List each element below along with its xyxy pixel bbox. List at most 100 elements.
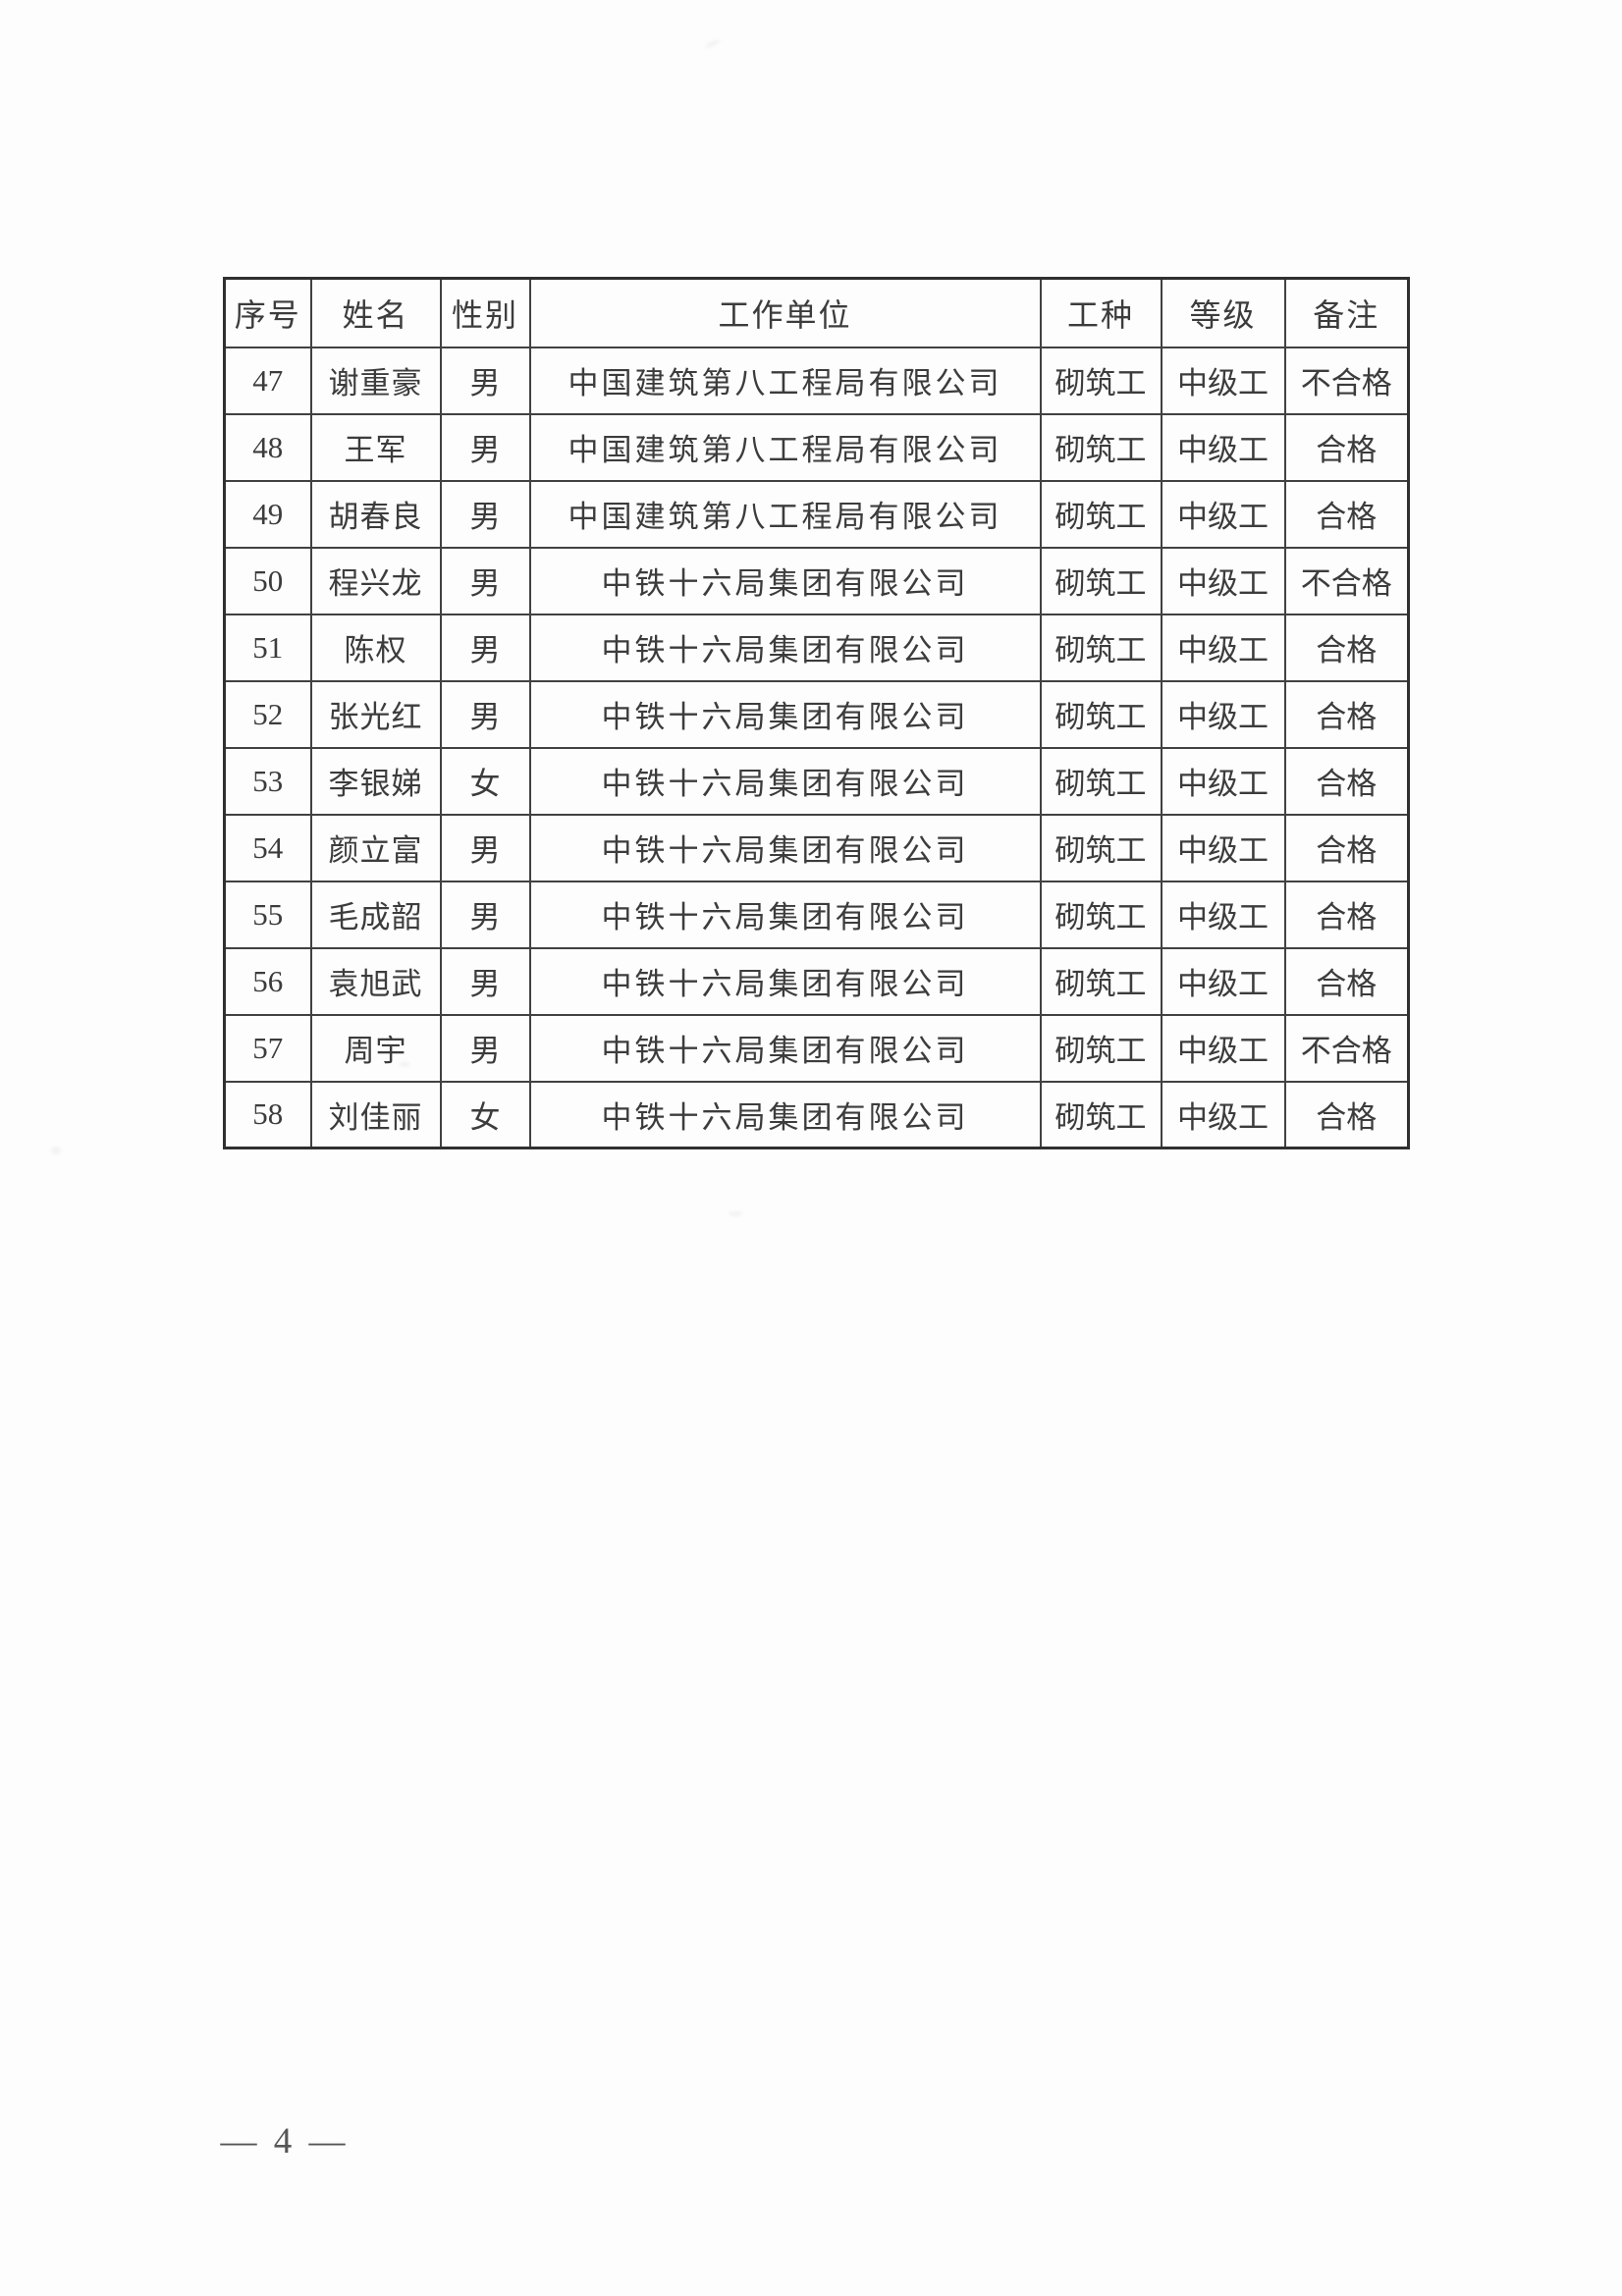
cell-level: 中级工 <box>1160 679 1286 749</box>
table-row: 50 程兴龙男中铁十六局集团有限公司 砌筑工 中级工 不合格 <box>223 546 1410 615</box>
cell-remark: 合格 <box>1283 946 1410 1016</box>
cell-index: 51 <box>223 613 312 682</box>
cell-index: 56 <box>223 946 312 1016</box>
cell-job-type: 砌筑工 <box>1039 813 1162 882</box>
cell-unit: 中铁十六局集团有限公司 <box>528 946 1042 1016</box>
cell-level: 中级工 <box>1160 1080 1286 1149</box>
table-row: 54 颜立富男中铁十六局集团有限公司 砌筑工 中级工 合格 <box>223 813 1410 882</box>
table-row: 53 李银娣女中铁十六局集团有限公司 砌筑工 中级工 合格 <box>223 746 1410 816</box>
table-row: 58 刘佳丽女中铁十六局集团有限公司 砌筑工 中级工 合格 <box>223 1080 1410 1149</box>
table-row: 52 张光红男中铁十六局集团有限公司 砌筑工 中级工 合格 <box>223 679 1410 749</box>
cell-gender: 男 <box>439 479 531 549</box>
cell-gender: 男 <box>439 613 531 682</box>
cell-index: 55 <box>223 880 312 949</box>
cell-remark: 合格 <box>1283 613 1410 682</box>
cell-level: 中级工 <box>1160 813 1286 882</box>
cell-job-type: 砌筑工 <box>1039 1013 1162 1083</box>
table-row: 57 周宇男中铁十六局集团有限公司 砌筑工 中级工 不合格 <box>223 1013 1410 1083</box>
cell-job-type: 砌筑工 <box>1039 1080 1162 1149</box>
header-index: 序号 <box>223 277 312 348</box>
cell-level: 中级工 <box>1160 346 1286 415</box>
cell-index: 54 <box>223 813 312 882</box>
cell-level: 中级工 <box>1160 746 1286 816</box>
cell-remark: 不合格 <box>1283 1013 1410 1083</box>
cell-job-type: 砌筑工 <box>1039 946 1162 1016</box>
cell-name: 刘佳丽 <box>309 1080 442 1149</box>
header-remark: 备注 <box>1283 277 1410 348</box>
cell-index: 52 <box>223 679 312 749</box>
cell-level: 中级工 <box>1160 880 1286 949</box>
cell-job-type: 砌筑工 <box>1039 880 1162 949</box>
cell-level: 中级工 <box>1160 946 1286 1016</box>
cell-level: 中级工 <box>1160 412 1286 482</box>
scan-artifact <box>399 1062 410 1067</box>
cell-name: 颜立富 <box>309 813 442 882</box>
header-name: 姓名 <box>309 277 442 348</box>
table-row: 49 胡春良男中国建筑第八工程局有限公司 砌筑工 中级工 合格 <box>223 479 1410 549</box>
cell-name: 袁旭武 <box>309 946 442 1016</box>
cell-name: 张光红 <box>309 679 442 749</box>
cell-unit: 中国建筑第八工程局有限公司 <box>528 479 1042 549</box>
table-row: 48 王军男中国建筑第八工程局有限公司 砌筑工 中级工 合格 <box>223 412 1410 482</box>
cell-gender: 女 <box>439 746 531 816</box>
cell-unit: 中铁十六局集团有限公司 <box>528 746 1042 816</box>
cell-name: 胡春良 <box>309 479 442 549</box>
cell-job-type: 砌筑工 <box>1039 546 1162 615</box>
cell-remark: 合格 <box>1283 479 1410 549</box>
cell-gender: 男 <box>439 813 531 882</box>
cell-unit: 中铁十六局集团有限公司 <box>528 880 1042 949</box>
header-work-unit: 工作单位 <box>528 277 1042 348</box>
scan-artifact <box>729 1211 742 1216</box>
cell-gender: 男 <box>439 412 531 482</box>
header-row: 序号 姓名 性别 工作单位 工种 等级 备注 <box>223 277 1410 348</box>
cell-remark: 不合格 <box>1283 346 1410 415</box>
table-row: 55 毛成韶男中铁十六局集团有限公司 砌筑工 中级工 合格 <box>223 880 1410 949</box>
cell-name: 王军 <box>309 412 442 482</box>
page-number: — 4 — <box>220 2121 350 2162</box>
cell-name: 周宇 <box>309 1013 442 1083</box>
cell-gender: 男 <box>439 946 531 1016</box>
cell-level: 中级工 <box>1160 479 1286 549</box>
roster-table: 序号 姓名 性别 工作单位 工种 等级 备注 47 谢重豪男中国建筑第八工程局有限… <box>223 277 1410 1149</box>
cell-index: 47 <box>223 346 312 415</box>
cell-name: 毛成韶 <box>309 880 442 949</box>
cell-level: 中级工 <box>1160 546 1286 615</box>
cell-index: 53 <box>223 746 312 816</box>
cell-unit: 中铁十六局集团有限公司 <box>528 613 1042 682</box>
cell-unit: 中铁十六局集团有限公司 <box>528 546 1042 615</box>
cell-remark: 合格 <box>1283 746 1410 816</box>
cell-unit: 中国建筑第八工程局有限公司 <box>528 412 1042 482</box>
table-row: 47 谢重豪男中国建筑第八工程局有限公司 砌筑工 中级工 不合格 <box>223 346 1410 415</box>
header-level: 等级 <box>1160 277 1286 348</box>
cell-unit: 中铁十六局集团有限公司 <box>528 1080 1042 1149</box>
header-job-type: 工种 <box>1039 277 1162 348</box>
cell-name: 李银娣 <box>309 746 442 816</box>
cell-job-type: 砌筑工 <box>1039 479 1162 549</box>
cell-gender: 女 <box>439 1080 531 1149</box>
cell-index: 50 <box>223 546 312 615</box>
cell-index: 57 <box>223 1013 312 1083</box>
cell-unit: 中铁十六局集团有限公司 <box>528 813 1042 882</box>
cell-gender: 男 <box>439 880 531 949</box>
cell-gender: 男 <box>439 546 531 615</box>
cell-remark: 合格 <box>1283 412 1410 482</box>
cell-remark: 合格 <box>1283 813 1410 882</box>
cell-remark: 合格 <box>1283 1080 1410 1149</box>
cell-unit: 中铁十六局集团有限公司 <box>528 1013 1042 1083</box>
cell-unit: 中铁十六局集团有限公司 <box>528 679 1042 749</box>
cell-level: 中级工 <box>1160 613 1286 682</box>
cell-index: 58 <box>223 1080 312 1149</box>
cell-gender: 男 <box>439 346 531 415</box>
cell-job-type: 砌筑工 <box>1039 346 1162 415</box>
cell-remark: 合格 <box>1283 679 1410 749</box>
cell-gender: 男 <box>439 679 531 749</box>
cell-job-type: 砌筑工 <box>1039 679 1162 749</box>
cell-name: 陈权 <box>309 613 442 682</box>
scan-artifact <box>51 1147 61 1154</box>
cell-remark: 不合格 <box>1283 546 1410 615</box>
cell-name: 程兴龙 <box>309 546 442 615</box>
scan-artifact <box>704 37 722 50</box>
cell-index: 49 <box>223 479 312 549</box>
cell-job-type: 砌筑工 <box>1039 746 1162 816</box>
